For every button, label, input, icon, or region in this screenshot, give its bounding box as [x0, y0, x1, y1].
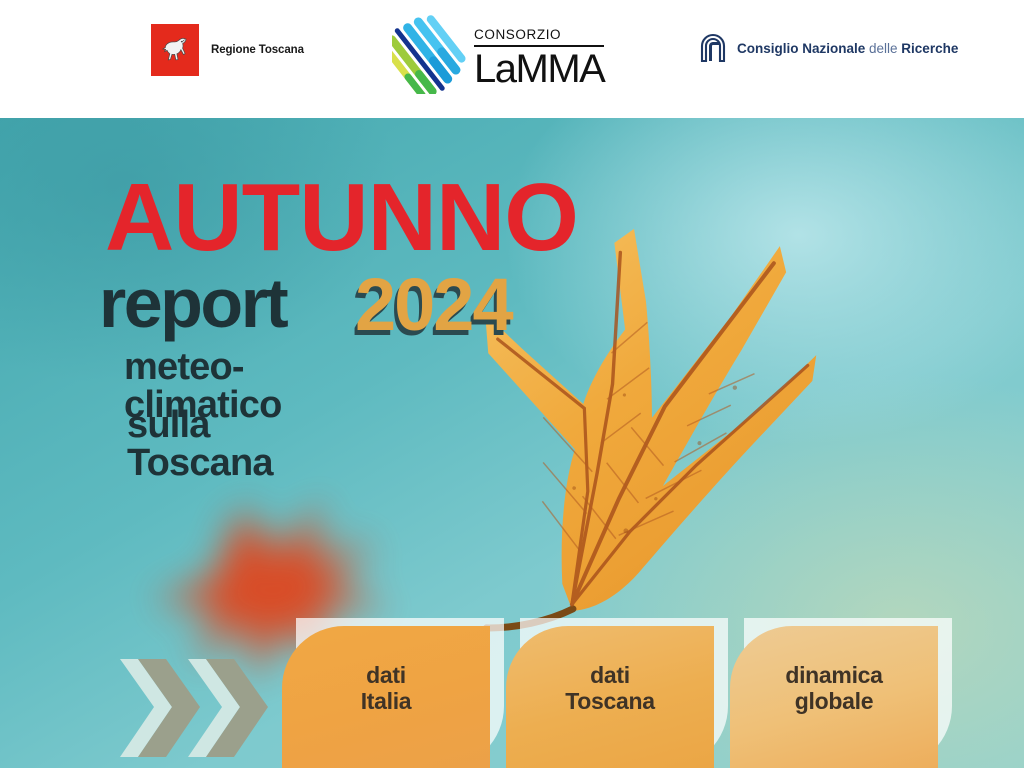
title-report: report — [99, 264, 289, 342]
nav-card-dati-toscana[interactable]: dati Toscana — [506, 618, 728, 768]
lamma-consorzio-label: CONSORZIO — [474, 27, 605, 47]
nav-card-face: dati Toscana — [506, 626, 714, 768]
maple-leaf-blurred-icon — [154, 504, 387, 680]
lamma-wordmark: CONSORZIO LaMMA — [474, 14, 606, 91]
logo-regione-toscana[interactable]: Regione Toscana — [151, 24, 304, 76]
nav-card-dati-italia[interactable]: dati Italia — [282, 618, 504, 768]
nav-card-face: dati Italia — [282, 626, 490, 768]
lamma-name-label: LaMMA — [474, 46, 606, 91]
logo-cnr[interactable]: Consiglio Nazionale delle Ricerche — [700, 33, 958, 63]
logo-regione-toscana-label: Regione Toscana — [211, 44, 304, 56]
cnr-label-part1: Consiglio Nazionale — [737, 40, 870, 56]
double-chevron-right-icon — [120, 659, 268, 757]
cnr-label-part3: Ricerche — [901, 40, 959, 56]
nav-card-row: dati Italia dati Toscana dinamica global… — [0, 118, 1024, 768]
logo-cnr-label: Consiglio Nazionale delle Ricerche — [737, 41, 958, 56]
nav-card-face: dinamica globale — [730, 626, 938, 768]
title-subtitle-line1: meteo-climatico — [124, 346, 282, 426]
nav-card-label: dati Italia — [360, 662, 412, 714]
pegasus-mark-icon — [151, 24, 199, 76]
hero-banner: AUTUNNO report 2024 meteo-climatico sull… — [0, 118, 1024, 768]
nav-card-label: dinamica globale — [785, 662, 883, 714]
nav-card-label: dati Toscana — [565, 662, 655, 714]
title-subtitle-line2: sulla Toscana — [127, 404, 274, 484]
logo-consorzio-lamma[interactable]: CONSORZIO LaMMA — [382, 10, 606, 99]
header-logo-bar: Regione Toscana — [0, 0, 1024, 118]
cnr-label-part2: delle — [869, 40, 902, 56]
cnr-spiral-mark-icon — [700, 33, 728, 63]
title-year: 2024 — [355, 263, 514, 346]
nav-card-dinamica-globale[interactable]: dinamica globale — [730, 618, 952, 768]
title-season: AUTUNNO — [105, 164, 579, 271]
lamma-stripes-mark-icon — [382, 10, 470, 99]
